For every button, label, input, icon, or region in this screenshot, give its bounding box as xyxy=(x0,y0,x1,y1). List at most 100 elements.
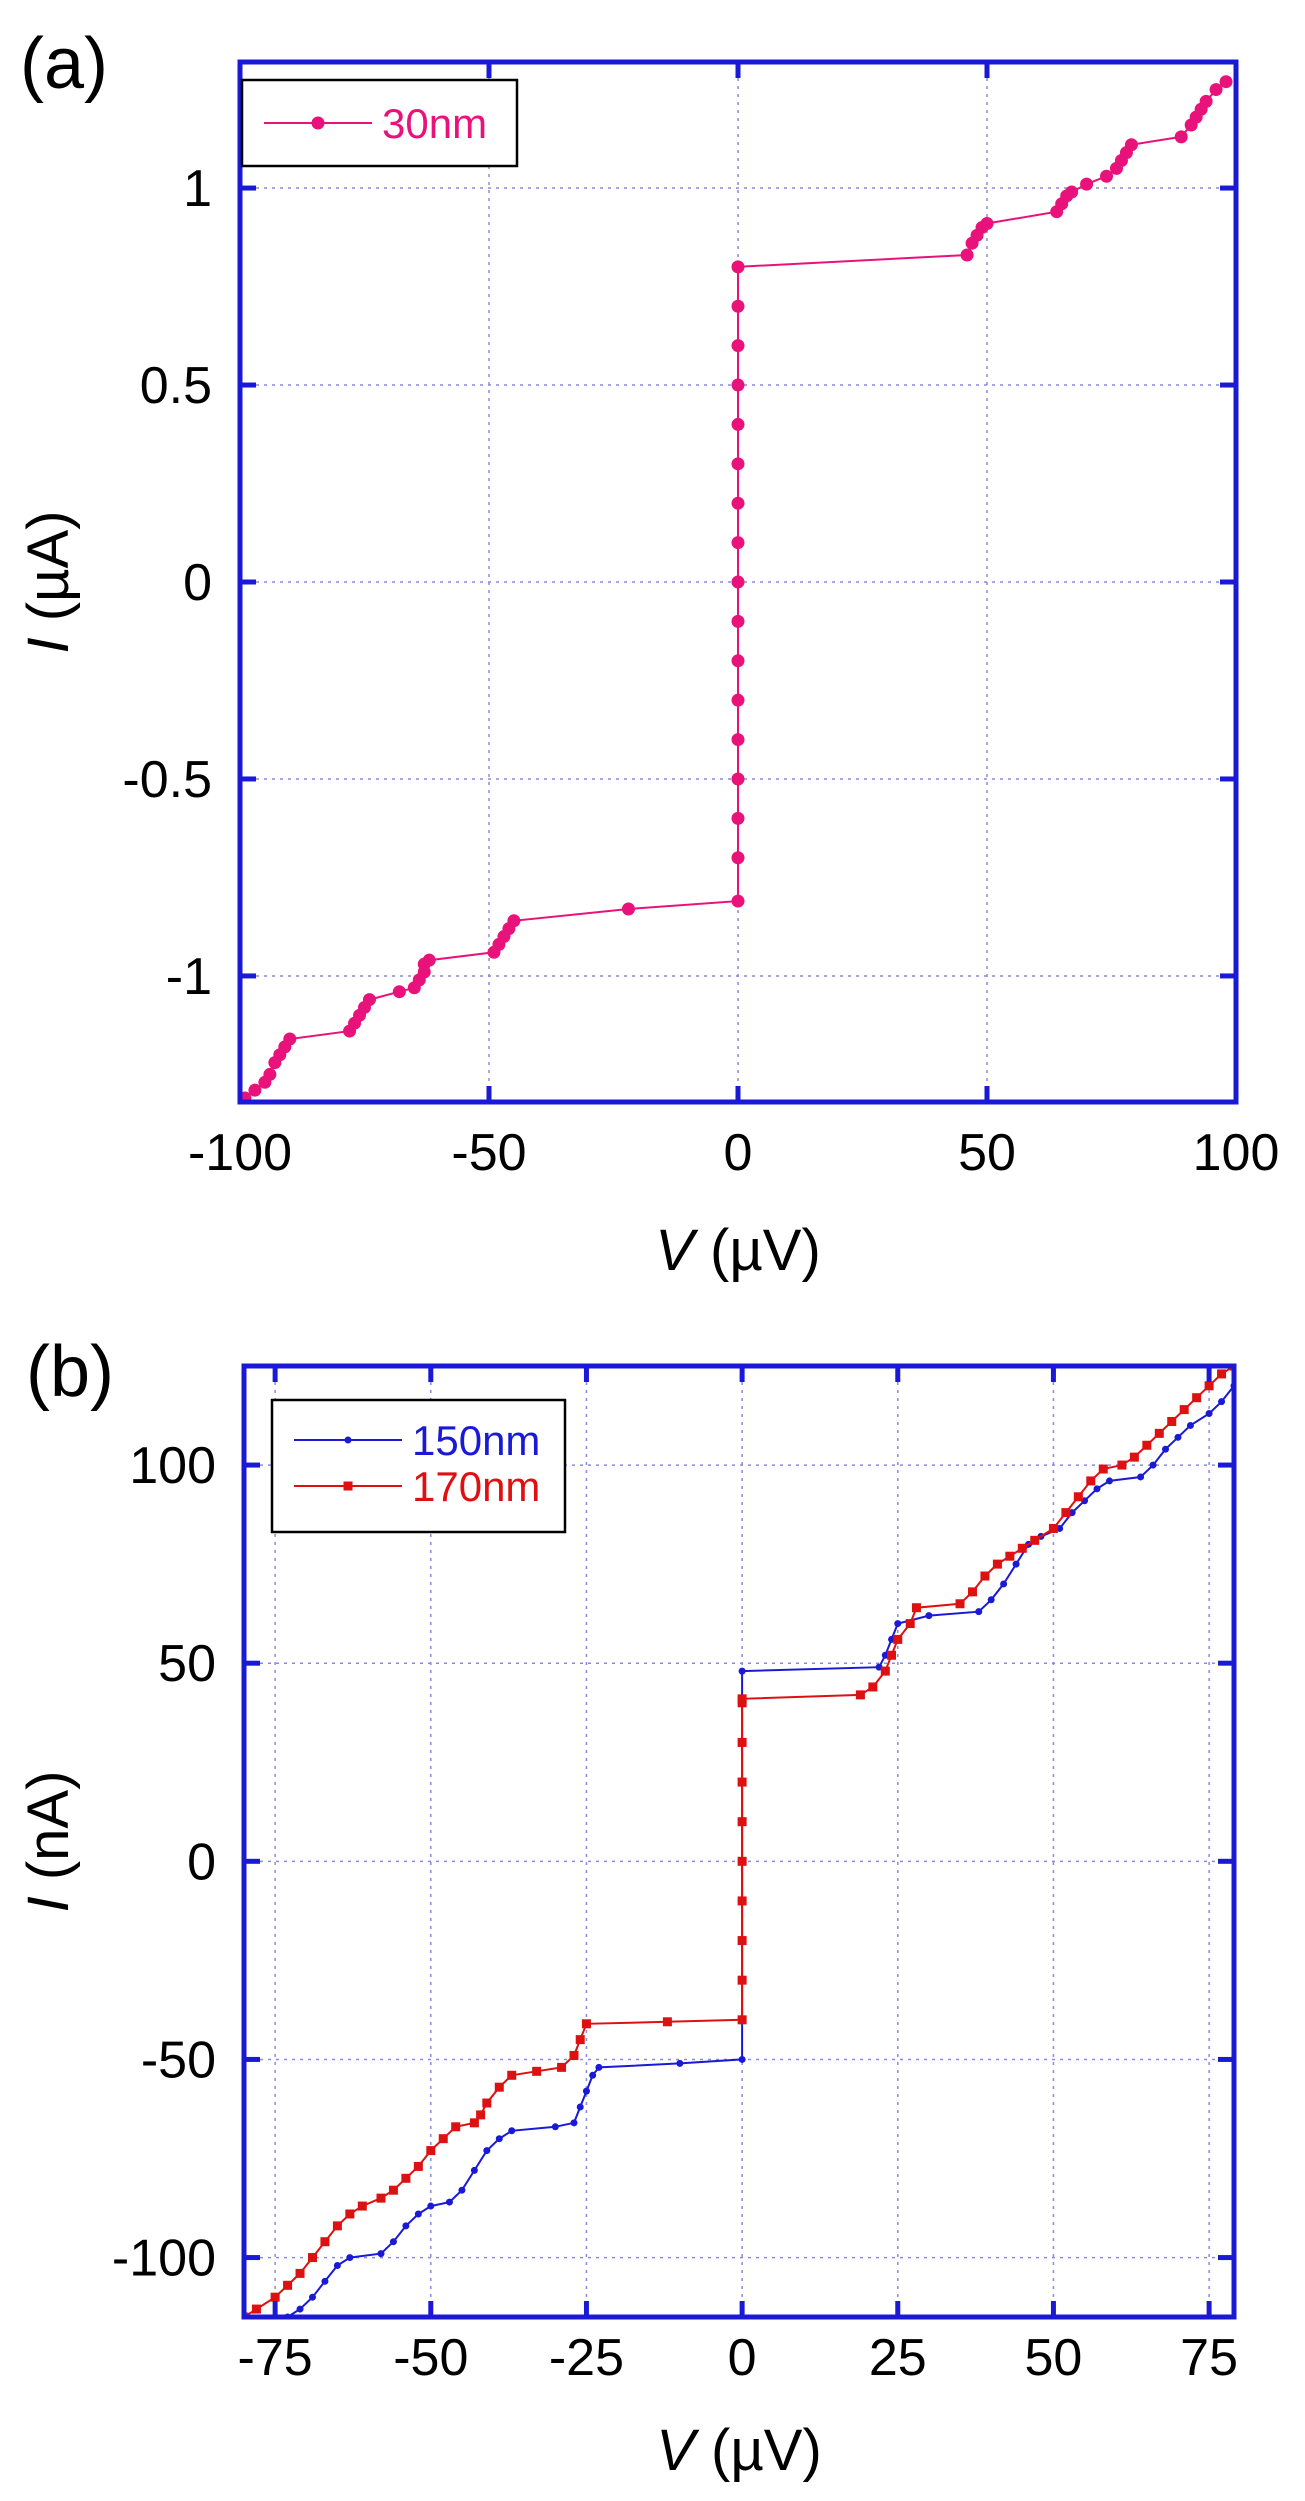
data-point xyxy=(1150,1462,1157,1469)
data-point xyxy=(1080,178,1093,191)
data-point xyxy=(1074,1492,1083,1501)
data-point xyxy=(471,2167,478,2174)
data-point xyxy=(401,2174,410,2183)
data-point xyxy=(483,2147,490,2154)
data-point xyxy=(739,1668,746,1675)
data-point xyxy=(1018,1544,1027,1553)
legend: 30nm xyxy=(242,80,517,166)
data-point xyxy=(981,217,994,230)
x-tick-label: -75 xyxy=(238,2329,313,2387)
data-point xyxy=(732,772,745,785)
data-point xyxy=(1192,1393,1201,1402)
data-point xyxy=(1125,138,1138,151)
data-point xyxy=(334,2262,341,2269)
data-point xyxy=(389,2186,398,2195)
data-point xyxy=(376,2194,385,2203)
data-point xyxy=(582,2019,591,2028)
y-axis-symbol: I xyxy=(16,637,81,653)
y-tick-label: 50 xyxy=(158,1635,216,1693)
data-point xyxy=(1000,1580,1007,1587)
y-tick-label: 0.5 xyxy=(140,357,212,415)
data-point xyxy=(470,2118,479,2127)
y-axis-label: I (µA) xyxy=(16,511,81,654)
data-point xyxy=(1220,75,1233,88)
y-tick-label: 0 xyxy=(187,1833,216,1891)
data-point xyxy=(271,2293,280,2302)
data-point xyxy=(570,2051,579,2060)
data-point xyxy=(427,2203,434,2210)
data-point xyxy=(1162,1446,1169,1453)
data-point xyxy=(906,1619,915,1628)
y-axis-label: I (nA) xyxy=(16,1771,81,1913)
data-point xyxy=(1217,1369,1226,1378)
data-point xyxy=(1061,1508,1070,1517)
x-axis-unit: (µV) xyxy=(695,2418,822,2483)
legend-label-150nm: 150nm xyxy=(412,1417,540,1464)
data-point xyxy=(1065,186,1078,199)
data-point xyxy=(738,1936,747,1945)
data-point xyxy=(1142,1441,1151,1450)
data-point xyxy=(738,1857,747,1866)
data-point xyxy=(571,2119,578,2126)
data-point xyxy=(451,2122,460,2131)
data-point xyxy=(732,812,745,825)
figure: (a)-100 -50 0 50 100-1-0.500.51V (µV)I (µA)3… xyxy=(0,0,1305,2501)
data-point xyxy=(732,497,745,510)
data-point xyxy=(961,249,974,262)
data-point xyxy=(968,1587,977,1596)
data-point xyxy=(732,457,745,470)
legend-marker-30nm xyxy=(312,117,325,130)
data-point xyxy=(1086,1476,1095,1485)
legend-label-30nm: 30nm xyxy=(382,100,487,147)
data-point xyxy=(732,733,745,746)
data-point xyxy=(552,2123,559,2130)
chart-panel-a: (a) -100 -50 0 50 100 -1 -0.5 0 0.5 1 V (µV) I (µA) 3… xyxy=(16,24,1279,1283)
data-point xyxy=(739,2056,746,2063)
x-tick-label: 50 xyxy=(958,1124,1016,1182)
data-point xyxy=(1094,1485,1101,1492)
x-tick-label: 75 xyxy=(1180,2329,1238,2387)
data-point xyxy=(507,914,520,927)
data-point xyxy=(956,1599,965,1608)
data-point xyxy=(296,2269,305,2278)
data-point xyxy=(732,654,745,667)
x-axis-label: V (µV) xyxy=(655,1218,821,1283)
data-point xyxy=(415,2210,422,2217)
data-point xyxy=(868,1682,877,1691)
data-point xyxy=(738,1896,747,1905)
legend-label-170nm: 170nm xyxy=(412,1463,540,1510)
data-point xyxy=(377,2250,384,2257)
data-point xyxy=(738,1694,747,1703)
x-tick-label: 100 xyxy=(1193,1124,1280,1182)
data-point xyxy=(732,895,745,908)
y-tick-label: -50 xyxy=(141,2031,216,2089)
data-point xyxy=(732,576,745,589)
data-point xyxy=(1106,1477,1113,1484)
data-point xyxy=(738,1778,747,1787)
panel-label: (b) xyxy=(26,1332,114,1412)
x-axis-unit: (µV) xyxy=(694,1218,821,1283)
data-point xyxy=(738,1817,747,1826)
data-point xyxy=(993,1560,1002,1569)
data-point xyxy=(1167,1417,1176,1426)
data-point xyxy=(732,694,745,707)
data-point xyxy=(925,1612,932,1619)
data-point xyxy=(912,1603,921,1612)
data-point xyxy=(252,2305,261,2314)
data-point xyxy=(676,2060,683,2067)
data-point xyxy=(856,1690,865,1699)
y-tick-label: -100 xyxy=(112,2230,216,2288)
data-point xyxy=(346,2254,353,2261)
data-point xyxy=(414,2162,423,2171)
data-point xyxy=(283,1032,296,1045)
x-tick-label: -50 xyxy=(393,2329,468,2387)
data-point xyxy=(1130,1453,1139,1462)
data-point xyxy=(1117,1461,1126,1470)
y-axis-unit: (µA) xyxy=(16,511,81,638)
data-point xyxy=(1200,95,1213,108)
data-point xyxy=(1206,1410,1213,1417)
data-point xyxy=(507,2071,516,2080)
chart-panel-b: (b) -75 -50 -25 0 25 50 75 -100 -50 0 50 100 V (µV) I … xyxy=(16,1332,1239,2483)
data-point xyxy=(439,2134,448,2143)
y-tick-label: 100 xyxy=(129,1437,216,1495)
